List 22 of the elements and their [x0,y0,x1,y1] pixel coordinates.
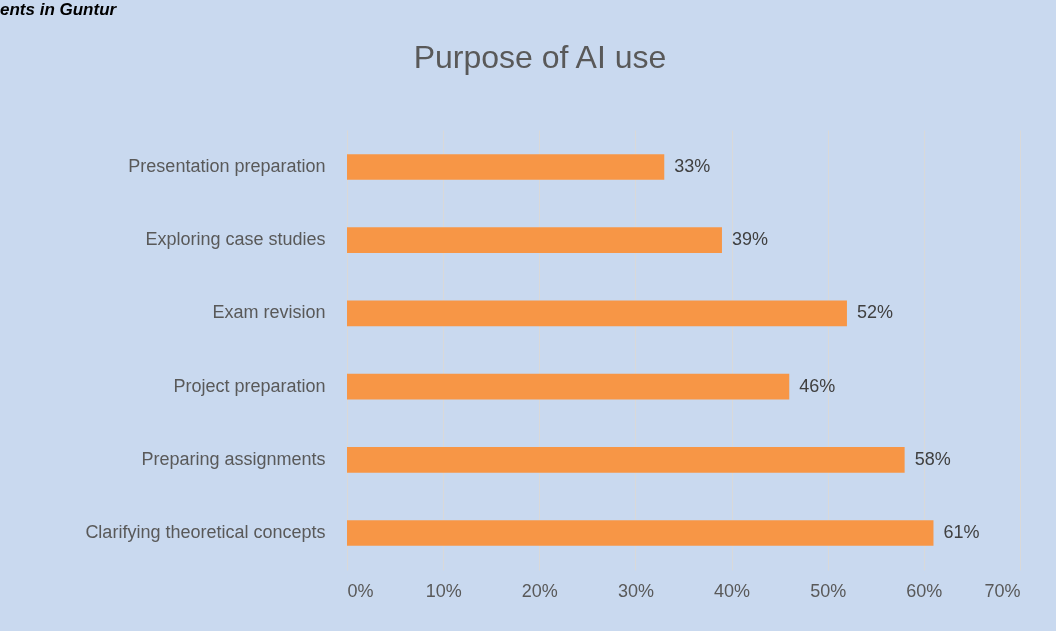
y-tick-label: Exploring case studies [145,229,326,250]
data-label: 46% [799,375,836,396]
chart-title: Purpose of AI use [413,39,667,75]
y-tick-label: Preparing assignments [141,448,326,469]
x-tick-label: 60% [906,580,943,601]
x-tick-label: 30% [617,580,654,601]
x-tick-label: 10% [425,580,462,601]
data-label: 33% [674,155,711,176]
data-label: 52% [856,302,893,323]
y-tick-label: Project preparation [173,375,326,396]
x-tick-label: 70% [984,580,1021,601]
x-tick-label: 20% [521,580,558,601]
x-tick-label: 0% [347,580,374,601]
y-tick-label: Clarifying theoretical concepts [85,522,326,543]
x-tick-label: 50% [810,580,847,601]
data-label: 61% [943,522,980,543]
data-label: 39% [731,229,768,250]
y-tick-label: Exam revision [212,302,326,323]
text: ents in Guntur [0,0,118,19]
data-label: 58% [914,448,951,469]
y-tick-label: Presentation preparation [128,155,326,176]
x-tick-label: 40% [714,580,751,601]
